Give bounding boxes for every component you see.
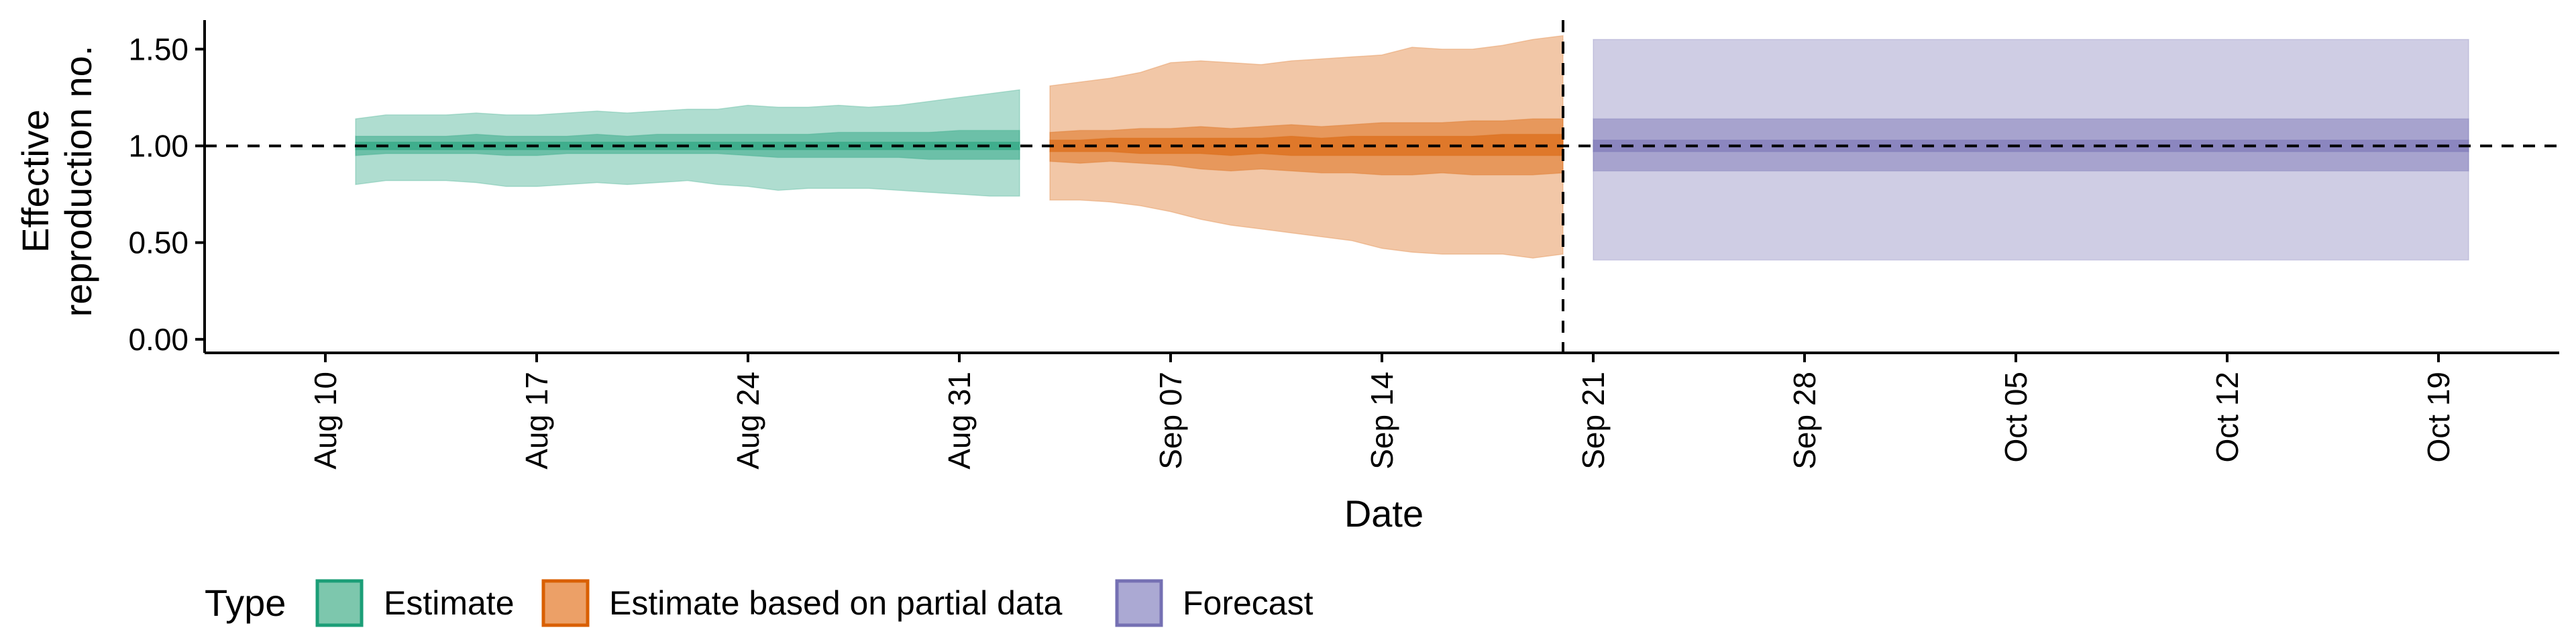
legend-label-estimate: Estimate bbox=[384, 584, 515, 622]
y-tick-label: 0.00 bbox=[128, 322, 189, 357]
x-tick-label: Sep 28 bbox=[1787, 372, 1822, 470]
x-tick-label: Sep 14 bbox=[1364, 372, 1399, 470]
band-layer bbox=[355, 35, 2469, 261]
x-tick-label: Sep 07 bbox=[1153, 372, 1188, 470]
y-tick-label: 1.50 bbox=[128, 32, 189, 66]
y-axis-title-line-1: Effective bbox=[14, 109, 56, 253]
x-tick-label: Aug 17 bbox=[519, 372, 554, 470]
x-tick-label: Oct 12 bbox=[2210, 372, 2245, 463]
reference-lines bbox=[205, 20, 2559, 353]
y-tick-label: 0.50 bbox=[128, 225, 189, 260]
legend-label-estimate-partial: Estimate based on partial data bbox=[609, 584, 1063, 622]
x-axis-title: Date bbox=[1344, 492, 1424, 535]
series-forecast bbox=[1593, 39, 2469, 261]
legend-key-estimate bbox=[315, 579, 364, 627]
y-axis-title-line-2: reproduction no. bbox=[57, 46, 99, 317]
legend-key-forecast bbox=[1115, 579, 1163, 627]
y-tick-label: 1.00 bbox=[128, 128, 189, 163]
legend-label-forecast: Forecast bbox=[1183, 584, 1313, 622]
x-tick-label: Aug 31 bbox=[942, 372, 977, 470]
series-estimate bbox=[355, 89, 1020, 197]
x-tick-label: Aug 10 bbox=[308, 372, 343, 470]
x-tick-label: Oct 05 bbox=[1998, 372, 2033, 463]
axes: 0.00 0.50 1.00 1.50 Aug 10 Aug 17 Aug 24 Aug 31… bbox=[128, 20, 2559, 470]
x-tick-label: Sep 21 bbox=[1576, 372, 1611, 470]
legend-title: Type bbox=[205, 582, 286, 624]
y-axis-title: Effective reproduction no. bbox=[14, 46, 99, 317]
legend: Type Estimate Estimate based on partial … bbox=[205, 579, 1313, 627]
x-tick-label: Aug 24 bbox=[731, 372, 765, 470]
legend-key-estimate-partial bbox=[541, 579, 590, 627]
x-tick-label: Oct 19 bbox=[2421, 372, 2456, 463]
